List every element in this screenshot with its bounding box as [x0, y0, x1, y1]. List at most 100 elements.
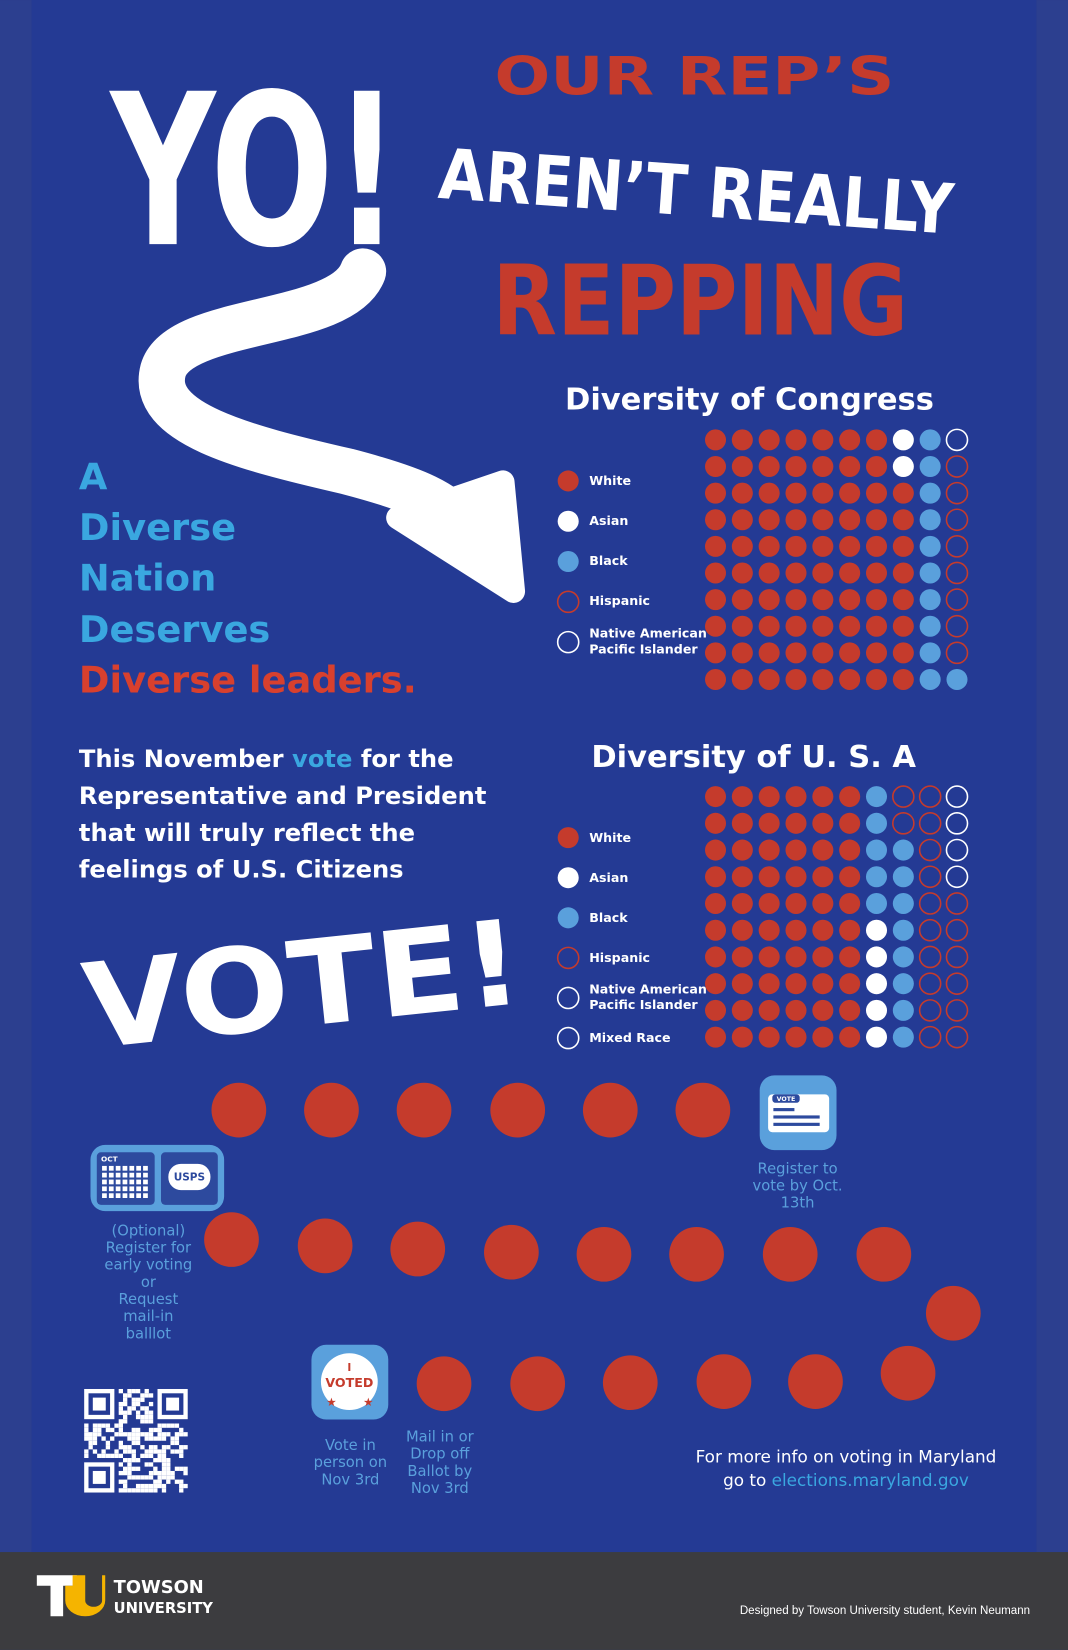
step-caption: Nov 3rd: [411, 1480, 469, 1497]
qr-module: [123, 1393, 128, 1398]
calendar-cell: [108, 1186, 114, 1192]
waffle-dot: [839, 509, 861, 531]
waffle-dot: [839, 589, 861, 611]
waffle-dot: [865, 535, 888, 557]
qr-module: [135, 1440, 141, 1446]
waffle-dot: [812, 812, 834, 834]
tagline-line: Nation: [79, 556, 216, 599]
qr-module: [174, 1440, 180, 1446]
waffle-dot: [731, 786, 753, 808]
waffle-dot: [731, 999, 753, 1021]
calendar-cell: [129, 1172, 135, 1178]
waffle-dot: [839, 973, 861, 995]
qr-module: [92, 1423, 98, 1428]
calendar-cell: [115, 1193, 121, 1199]
qr-module: [153, 1488, 158, 1493]
waffle-dot: [839, 1026, 861, 1048]
waffle-dot: [918, 999, 942, 1022]
qr-module: [170, 1423, 175, 1428]
waffle-dot: [731, 642, 753, 664]
calendar-grid: [102, 1165, 148, 1199]
qr-module: [127, 1410, 132, 1415]
waffle-dot: [704, 642, 727, 664]
calendar-cell: [115, 1165, 121, 1171]
qr-module: [174, 1436, 180, 1441]
waffle-dot: [785, 919, 807, 941]
qr-module: [97, 1432, 102, 1437]
waffle-dot: [839, 562, 861, 584]
waffle-dot: [812, 509, 834, 531]
qr-module: [105, 1427, 111, 1433]
qr-module: [148, 1401, 154, 1407]
qr-module: [101, 1449, 106, 1454]
calendar-cell: [136, 1165, 141, 1171]
qr-module: [127, 1388, 132, 1394]
qr-module: [118, 1427, 124, 1433]
calendar-cell: [122, 1186, 128, 1192]
qr-module: [179, 1479, 184, 1484]
qr-module: [148, 1414, 154, 1420]
info-line: For more info on voting in Maryland: [696, 1447, 997, 1467]
qr-module: [140, 1419, 145, 1424]
qr-module: [127, 1432, 132, 1437]
waffle-dot: [731, 973, 753, 995]
qr-module: [105, 1445, 111, 1450]
step-caption: (Optional): [112, 1222, 186, 1239]
waffle-dot: [731, 429, 753, 451]
qr-module: [118, 1401, 124, 1407]
waffle-dot: [758, 866, 780, 888]
waffle-dot: [812, 589, 834, 611]
waffle-dot: [704, 812, 727, 834]
icon-sticker: [320, 1353, 378, 1411]
icon-label: VOTE: [777, 1096, 796, 1103]
qr-module: [144, 1475, 149, 1480]
legend-label: Black: [589, 553, 628, 569]
waffle-dot: [839, 839, 861, 861]
waffle-dot: [812, 455, 834, 478]
waffle-dot: [839, 668, 861, 691]
waffle-dot: [812, 1026, 834, 1048]
waffle-dot: [758, 786, 780, 808]
waffle-dot: [704, 1026, 727, 1048]
qr-finder: [92, 1470, 106, 1484]
waffle-dot: [704, 589, 727, 611]
legend-marker: [557, 470, 579, 492]
waffle-dot: [785, 1026, 807, 1048]
qr-module: [127, 1462, 132, 1467]
qr-module: [131, 1401, 136, 1407]
qr-module: [153, 1483, 158, 1489]
waffle-dot: [731, 668, 753, 691]
qr-module: [135, 1414, 141, 1420]
waffle-dot: [812, 973, 834, 995]
inner-background: [31, 0, 1037, 1553]
waffle-dot: [945, 865, 969, 889]
qr-module: [123, 1445, 128, 1450]
waffle-dot: [731, 919, 753, 941]
timeline-dot: [582, 1082, 638, 1138]
calendar-cell: [122, 1165, 128, 1171]
waffle-dot: [865, 509, 888, 531]
waffle-dot: [731, 839, 753, 861]
waffle-dot: [839, 786, 861, 808]
waffle-dot: [704, 892, 727, 915]
timeline-dot: [390, 1221, 446, 1277]
charts: Diversity of Congress White Asian Black Hisp…: [556, 382, 969, 1050]
timeline-dot: [484, 1224, 539, 1280]
qr-module: [135, 1410, 141, 1415]
waffle-dot: [758, 812, 780, 834]
waffle-dot: [892, 1026, 914, 1048]
qr-module: [118, 1423, 124, 1428]
vote-card-icon: VOTE: [759, 1075, 837, 1151]
waffle-dot: [892, 946, 914, 968]
info-link[interactable]: elections.maryland.gov: [772, 1470, 969, 1490]
qr-module: [123, 1401, 128, 1407]
waffle-dot: [919, 642, 941, 664]
qr-module: [153, 1466, 158, 1471]
qr-module: [157, 1423, 162, 1428]
waffle-dot: [704, 429, 727, 451]
qr-module: [166, 1479, 171, 1484]
waffle-dot: [892, 429, 914, 451]
qr-module: [114, 1432, 119, 1437]
legend-label: White: [589, 473, 632, 488]
qr-module: [123, 1479, 128, 1484]
